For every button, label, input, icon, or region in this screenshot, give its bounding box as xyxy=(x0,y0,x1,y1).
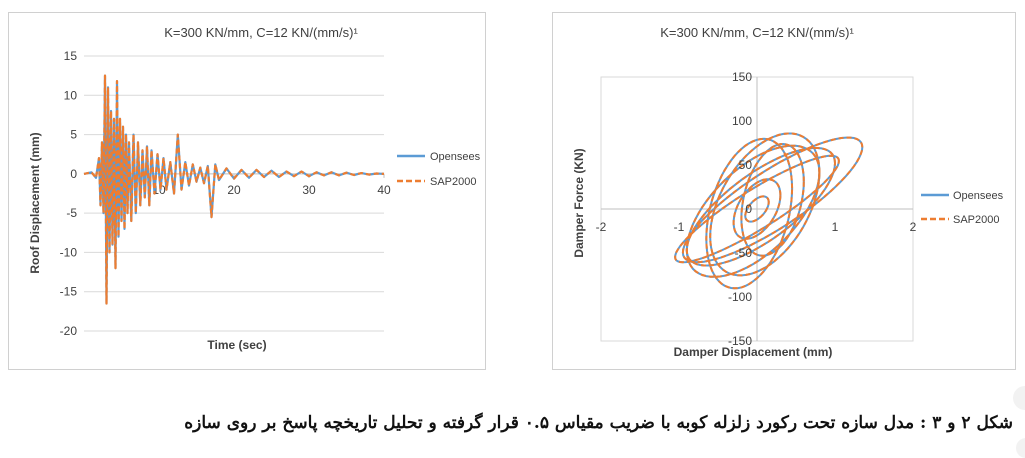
page-corner-decoration xyxy=(1013,386,1025,410)
legend: Opensees SAP2000 xyxy=(397,151,481,188)
y-tick-label: -100 xyxy=(728,290,752,304)
chart-roof-displacement: K=300 KN/mm, C=12 KN/(mm/s)¹ 15 10 5 0 -5 -10… xyxy=(28,25,481,352)
legend-label-opensees: Opensees xyxy=(430,151,481,163)
x-tick-label: 20 xyxy=(227,183,241,197)
y-tick-label: 0 xyxy=(745,202,752,216)
y-tick-label: 100 xyxy=(732,114,752,128)
chart-title: K=300 KN/mm, C=12 KN/(mm/s)¹ xyxy=(660,25,854,40)
page-corner-decoration xyxy=(1016,438,1025,458)
y-tick-label: 5 xyxy=(70,128,77,142)
x-axis-label: Time (sec) xyxy=(207,338,266,352)
legend-label-sap2000: SAP2000 xyxy=(953,214,999,226)
chart-damper-hysteresis: K=300 KN/mm, C=12 KN/(mm/s)¹ 150 100 50 0 -5… xyxy=(572,25,1004,359)
hysteresis-loop-sap2000 xyxy=(744,195,770,223)
x-tick-label: 30 xyxy=(302,183,316,197)
hysteresis-loop-sap2000 xyxy=(740,142,805,257)
y-axis-label: Damper Force (KN) xyxy=(572,148,586,257)
y-tick-label: 10 xyxy=(64,88,78,102)
figure-caption: شکل ۲ و ۳ : مدل سازه تحت رکورد زلزله کوب… xyxy=(184,413,1013,433)
chart-panel-damper-hysteresis: K=300 KN/mm, C=12 KN/(mm/s)¹ 150 100 50 0 -5… xyxy=(552,12,1016,370)
legend-label-opensees: Opensees xyxy=(953,190,1004,202)
hysteresis-loop-sap2000 xyxy=(705,137,794,290)
y-tick-label: -5 xyxy=(66,206,77,220)
y-tick-label: 50 xyxy=(739,158,753,172)
x-tick-label: -1 xyxy=(674,220,685,234)
y-axis-label: Roof Displacement (mm) xyxy=(28,132,42,273)
x-axis-label: Damper Displacement (mm) xyxy=(674,345,833,359)
legend-label-sap2000: SAP2000 xyxy=(430,176,476,188)
series-line-sap2000 xyxy=(83,74,385,305)
hysteresis-loop-sap2000 xyxy=(674,154,840,264)
x-tick-label: 2 xyxy=(910,220,917,234)
x-tick-label: 1 xyxy=(832,220,839,234)
chart-panel-roof-displacement: K=300 KN/mm, C=12 KN/(mm/s)¹ 15 10 5 0 -5 -10… xyxy=(8,12,486,370)
y-tick-label: -15 xyxy=(60,285,78,299)
x-tick-label: -2 xyxy=(596,220,607,234)
y-tick-label: 150 xyxy=(732,70,752,84)
y-tick-label: -50 xyxy=(735,246,753,260)
chart-title: K=300 KN/mm, C=12 KN/(mm/s)¹ xyxy=(164,25,358,40)
y-tick-label: 0 xyxy=(70,167,77,181)
y-tick-label: 15 xyxy=(64,49,78,63)
x-tick-label: 40 xyxy=(377,183,391,197)
y-tick-label: -10 xyxy=(60,245,78,259)
legend: Opensees SAP2000 xyxy=(921,190,1004,226)
hysteresis-loop-sap2000 xyxy=(681,136,864,264)
y-tick-label: -150 xyxy=(728,334,752,348)
hysteresis-loop-sap2000 xyxy=(732,178,782,240)
y-tick-label: -20 xyxy=(60,324,78,338)
hysteresis-loop-sap2000 xyxy=(709,132,821,277)
